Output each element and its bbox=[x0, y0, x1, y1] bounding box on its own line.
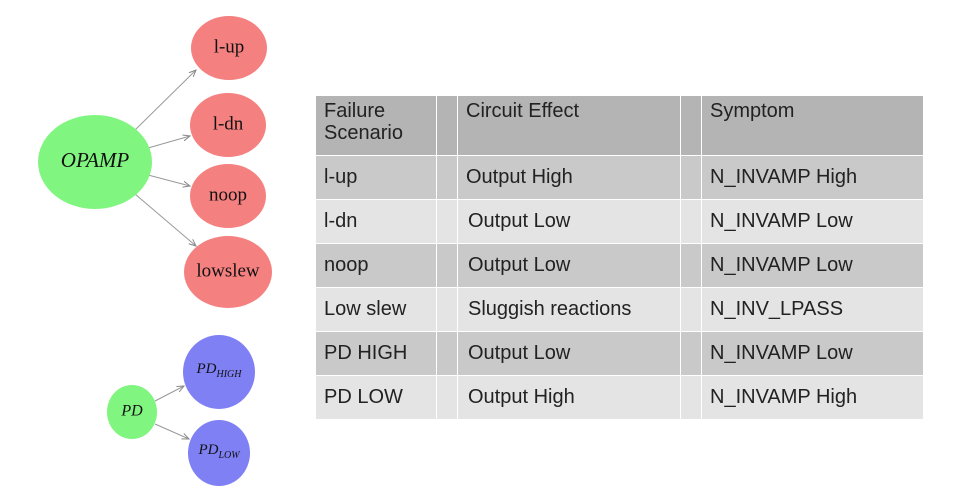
node bbox=[107, 385, 157, 439]
table-cell: Output Low bbox=[457, 331, 681, 376]
table-cell: Output Low bbox=[457, 199, 681, 244]
table-row: l-up Output High N_INVAMP High bbox=[315, 155, 924, 200]
header-cell: Symptom bbox=[701, 95, 924, 156]
table-cell: N_INVAMP Low bbox=[701, 199, 924, 244]
fault-table: Failure Scenario Circuit Effect Symptom … bbox=[315, 95, 924, 420]
header-row: Failure Scenario Circuit Effect Symptom bbox=[315, 95, 924, 156]
node-label: PDHIGH bbox=[196, 361, 243, 380]
spacer bbox=[680, 331, 702, 376]
node-label: lowslew bbox=[196, 260, 260, 281]
table-row: l-dn Output Low N_INVAMP Low bbox=[315, 199, 924, 244]
node-label: PD bbox=[120, 403, 143, 420]
spacer bbox=[436, 199, 458, 244]
header-cell: Circuit Effect bbox=[457, 95, 681, 156]
table-row: Low slew Sluggish reactions N_INV_LPASS bbox=[315, 287, 924, 332]
table-cell: N_INVAMP Low bbox=[701, 331, 924, 376]
spacer bbox=[436, 375, 458, 420]
node-label: PDLOW bbox=[197, 442, 241, 461]
spacer bbox=[680, 287, 702, 332]
spacer bbox=[436, 95, 458, 156]
table-row: PD LOW Output High N_INVAMP High bbox=[315, 375, 924, 420]
node-label: l-dn bbox=[213, 113, 244, 134]
table-cell: Output Low bbox=[457, 243, 681, 288]
node bbox=[191, 16, 267, 80]
table-cell: N_INVAMP Low bbox=[701, 243, 924, 288]
header-cell: Failure Scenario bbox=[315, 95, 437, 156]
spacer bbox=[436, 331, 458, 376]
node bbox=[190, 164, 266, 228]
table-cell: l-up bbox=[315, 155, 437, 200]
node bbox=[38, 115, 152, 209]
table-cell: Sluggish reactions bbox=[457, 287, 681, 332]
edge bbox=[134, 193, 196, 246]
edge bbox=[154, 386, 184, 402]
table-cell: Low slew bbox=[315, 287, 437, 332]
node-label: OPAMP bbox=[61, 148, 130, 172]
node-label-main: PD bbox=[196, 361, 217, 377]
node bbox=[184, 236, 272, 308]
node bbox=[188, 420, 250, 486]
spacer bbox=[436, 287, 458, 332]
table-cell: N_INVAMP High bbox=[701, 155, 924, 200]
table-cell: l-dn bbox=[315, 199, 437, 244]
spacer bbox=[680, 155, 702, 200]
node bbox=[190, 93, 266, 157]
edge bbox=[154, 423, 189, 439]
node-label-sub: LOW bbox=[217, 450, 241, 461]
table-cell: Output High bbox=[457, 375, 681, 420]
table-cell: N_INVAMP High bbox=[701, 375, 924, 420]
edge bbox=[147, 136, 190, 149]
table-cell: PD LOW bbox=[315, 375, 437, 420]
fault-tree: OPAMP l-up l-dn noop lowslew PD PDHIGH P… bbox=[38, 16, 272, 486]
spacer bbox=[680, 95, 702, 156]
table-cell: PD HIGH bbox=[315, 331, 437, 376]
node-label: noop bbox=[209, 184, 247, 205]
table-row: noop Output Low N_INVAMP Low bbox=[315, 243, 924, 288]
table-cell: N_INV_LPASS bbox=[701, 287, 924, 332]
table-row: PD HIGH Output Low N_INVAMP Low bbox=[315, 331, 924, 376]
spacer bbox=[680, 375, 702, 420]
node-label-main: PD bbox=[197, 442, 218, 458]
spacer bbox=[680, 199, 702, 244]
node bbox=[183, 335, 255, 409]
table-cell: Output High bbox=[457, 155, 681, 200]
spacer bbox=[436, 155, 458, 200]
edge bbox=[147, 174, 190, 186]
table-cell: noop bbox=[315, 243, 437, 288]
edge bbox=[134, 70, 196, 131]
node-label: l-up bbox=[214, 36, 245, 57]
spacer bbox=[680, 243, 702, 288]
spacer bbox=[436, 243, 458, 288]
node-label-sub: HIGH bbox=[216, 369, 243, 380]
